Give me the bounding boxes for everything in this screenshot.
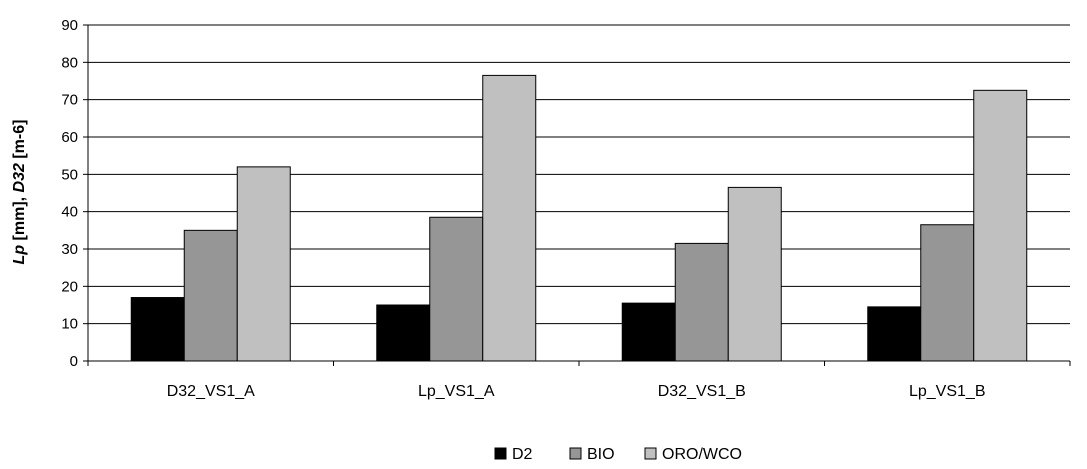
bar-bio-0 bbox=[183, 229, 238, 362]
axes bbox=[83, 24, 1071, 366]
bars bbox=[130, 74, 1028, 362]
y-axis-label-d32: D32 bbox=[11, 163, 28, 192]
y-tick-label: 20 bbox=[61, 278, 78, 295]
y-tick-label: 90 bbox=[61, 17, 78, 34]
bar-bio-1 bbox=[429, 216, 484, 362]
legend-swatch-d2 bbox=[494, 447, 507, 460]
bar-oro-wco-3 bbox=[973, 89, 1028, 362]
bar-bio-3 bbox=[920, 224, 975, 362]
y-axis-label-lp: Lp bbox=[11, 245, 28, 265]
bar-oro-wco-0 bbox=[236, 166, 291, 362]
y-axis-label-unit: [m-6] bbox=[11, 120, 28, 164]
bar-d2-3 bbox=[867, 306, 922, 362]
x-category-label: D32_VS1_A bbox=[167, 383, 255, 400]
x-category-label: Lp_VS1_A bbox=[418, 383, 495, 400]
y-tick-label: 0 bbox=[70, 353, 78, 370]
legend-label: ORO/WCO bbox=[662, 446, 742, 463]
x-category-labels: D32_VS1_A Lp_VS1_A D32_VS1_B Lp_VS1_B bbox=[167, 383, 986, 400]
y-tick-label: 70 bbox=[61, 92, 78, 109]
y-tick-labels: 0 10 20 30 40 50 60 70 80 90 bbox=[61, 17, 78, 370]
legend: D2 BIO ORO/WCO bbox=[494, 446, 742, 463]
bar-d2-2 bbox=[621, 302, 676, 362]
bar-d2-1 bbox=[376, 304, 431, 362]
y-tick-label: 50 bbox=[61, 166, 78, 183]
y-axis-label-mm: [mm], bbox=[11, 192, 28, 244]
bar-oro-wco-2 bbox=[727, 186, 782, 362]
x-category-label: D32_VS1_B bbox=[658, 383, 746, 400]
y-tick-label: 40 bbox=[61, 204, 78, 221]
y-tick-label: 60 bbox=[61, 129, 78, 146]
y-tick-label: 10 bbox=[61, 316, 78, 333]
bar-oro-wco-1 bbox=[482, 74, 537, 362]
bar-bio-2 bbox=[674, 242, 729, 362]
y-axis-label: Lp [mm], D32 [m-6] bbox=[11, 120, 28, 265]
legend-swatch-oro-wco bbox=[644, 447, 657, 460]
legend-label: D2 bbox=[512, 446, 533, 463]
bar-d2-0 bbox=[130, 297, 185, 362]
x-category-label: Lp_VS1_B bbox=[909, 383, 986, 400]
legend-label: BIO bbox=[587, 446, 615, 463]
legend-swatch-bio bbox=[569, 447, 582, 460]
y-tick-label: 80 bbox=[61, 54, 78, 71]
y-tick-label: 30 bbox=[61, 241, 78, 258]
